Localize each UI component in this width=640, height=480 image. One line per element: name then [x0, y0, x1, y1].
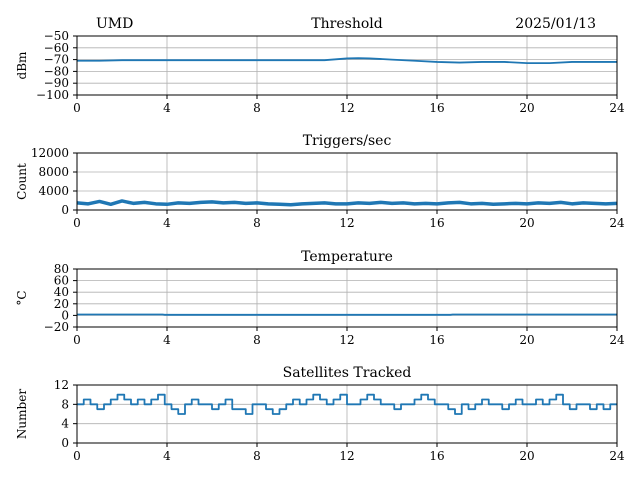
x-tick-label: 0 [73, 216, 81, 230]
y-axis-title: Number [15, 389, 29, 439]
y-tick-label: −60 [44, 41, 69, 55]
x-tick-label: 24 [609, 449, 625, 463]
x-tick-label: 20 [519, 216, 534, 230]
chart-panel: 0 4 8 12 16 20 24 0 4000 8000 12000 Triggers/sec Cou… [15, 133, 625, 230]
x-tick-label: 8 [253, 101, 261, 115]
x-tick-label: 24 [609, 333, 625, 347]
x-tick-label: 20 [519, 333, 534, 347]
panels: 0 4 8 12 16 20 24 −50−60−70−80−90−100 Threshold d… [15, 16, 625, 463]
site-label: UMD [96, 16, 133, 32]
x-tick-label: 24 [609, 101, 625, 115]
x-tick-label: 4 [163, 216, 171, 230]
x-tick-label: 16 [429, 216, 444, 230]
y-axis-title: dBm [15, 51, 29, 80]
y-tick-label: 20 [54, 297, 69, 311]
series-line [77, 393, 617, 415]
x-tick-label: 8 [253, 216, 261, 230]
y-axis-title: °C [15, 290, 29, 305]
x-tick-label: 4 [163, 449, 171, 463]
panel-title: Satellites Tracked [283, 365, 412, 381]
x-tick-label: 12 [339, 449, 354, 463]
y-tick-label: −70 [44, 53, 69, 67]
y-tick-label: 0 [61, 436, 69, 450]
y-tick-label: 4000 [38, 184, 69, 198]
y-tick-label: 12 [54, 378, 69, 392]
y-tick-label: −90 [44, 76, 69, 90]
y-tick-label: 4 [61, 417, 69, 431]
y-tick-label: −100 [36, 88, 69, 102]
x-tick-label: 20 [519, 101, 534, 115]
x-tick-label: 12 [339, 333, 354, 347]
chart-panel: 0 4 8 12 16 20 24 −50−60−70−80−90−100 Threshold d… [15, 16, 625, 115]
x-tick-label: 16 [429, 449, 444, 463]
chart-panel: 0 4 8 12 16 20 24 0 4 8 12 Satellites Tracked Number [15, 365, 625, 463]
y-axis-title: Count [15, 163, 29, 200]
x-tick-label: 20 [519, 449, 534, 463]
y-tick-label: 0 [61, 308, 69, 322]
x-tick-label: 12 [339, 101, 354, 115]
y-tick-label: −80 [44, 64, 69, 78]
x-tick-label: 16 [429, 333, 444, 347]
y-tick-label: 60 [54, 274, 69, 288]
y-tick-label: 12000 [31, 146, 69, 160]
x-tick-label: 16 [429, 101, 444, 115]
x-tick-label: 24 [609, 216, 625, 230]
x-tick-label: 0 [73, 333, 81, 347]
y-tick-label: −20 [44, 320, 69, 334]
x-tick-label: 8 [253, 333, 261, 347]
y-tick-label: 80 [54, 262, 69, 276]
date-label: 2025/01/13 [515, 16, 596, 32]
series-line [77, 57, 617, 65]
x-tick-label: 4 [163, 101, 171, 115]
panel-title: Threshold [311, 16, 382, 32]
y-tick-label: 8000 [38, 165, 69, 179]
y-tick-label: 40 [54, 285, 69, 299]
y-tick-label: 8 [61, 397, 69, 411]
x-tick-label: 0 [73, 101, 81, 115]
x-tick-label: 4 [163, 333, 171, 347]
panel-title: Triggers/sec [303, 133, 392, 149]
y-tick-label: −50 [44, 29, 69, 43]
x-tick-label: 12 [339, 216, 354, 230]
y-tick-label: 0 [61, 203, 69, 217]
x-tick-label: 0 [73, 449, 81, 463]
panel-title: Temperature [301, 249, 393, 265]
x-tick-label: 8 [253, 449, 261, 463]
